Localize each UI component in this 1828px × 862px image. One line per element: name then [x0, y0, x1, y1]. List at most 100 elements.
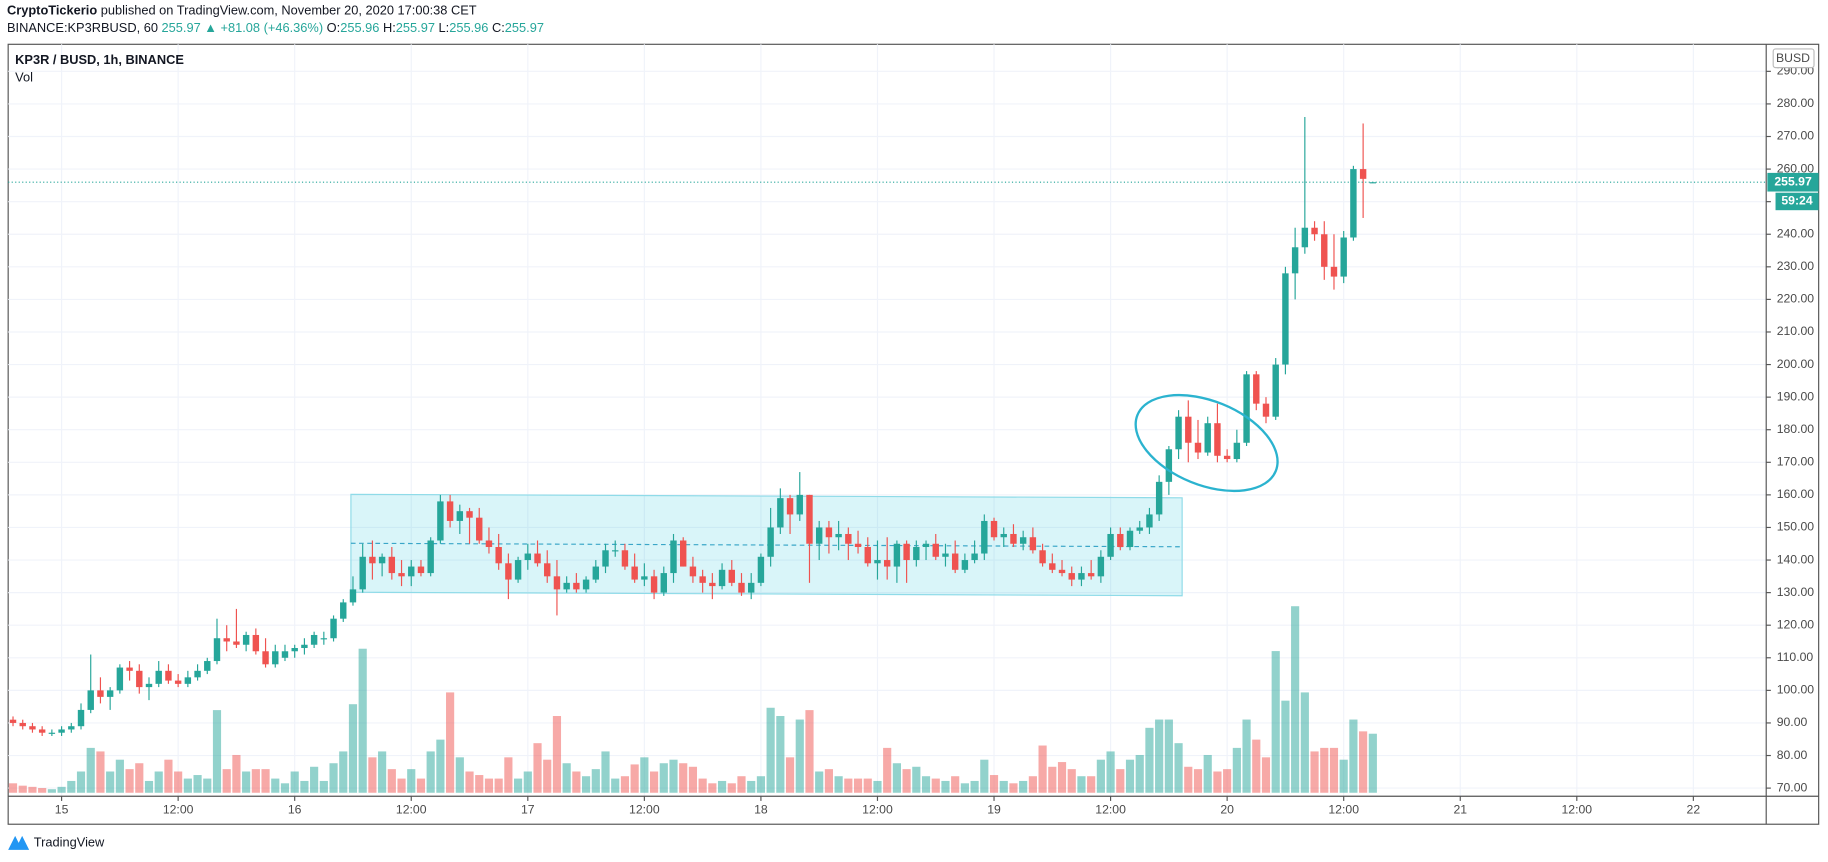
candle-body: [1039, 550, 1046, 564]
candle-body: [893, 543, 901, 567]
candle-body: [476, 517, 483, 541]
volume-bar: [368, 757, 377, 793]
y-tick-label: 240.00: [1777, 226, 1815, 240]
volume-bar: [552, 716, 562, 793]
candle-body: [77, 709, 85, 727]
candle-body: [825, 527, 833, 538]
volume-bar: [1242, 719, 1251, 793]
volume-bar: [1019, 780, 1028, 793]
x-tick-label: 16: [288, 802, 302, 816]
volume-bar: [1320, 747, 1329, 793]
volume-bar: [737, 776, 746, 793]
x-tick-label: 12:00: [1561, 802, 1592, 816]
candle-body: [718, 569, 726, 587]
candle-body: [1272, 364, 1279, 417]
candle-body: [1136, 527, 1143, 531]
volume-bar: [251, 769, 260, 793]
candle-body: [1117, 533, 1124, 548]
y-tick-label: 140.00: [1777, 552, 1815, 566]
volume-bar: [688, 766, 698, 793]
candle-body: [97, 690, 104, 697]
candle-body: [495, 547, 502, 564]
y-tick-label: 70.00: [1777, 780, 1808, 794]
y-tick-label: 190.00: [1777, 389, 1815, 403]
candle-body: [864, 547, 871, 564]
volume-bar: [620, 776, 630, 793]
logo: TradingView: [8, 834, 105, 850]
volume-bar: [290, 771, 299, 793]
volume-bar: [1300, 692, 1309, 793]
x-tick-label: 12:00: [862, 802, 893, 816]
candle-body: [650, 576, 658, 593]
volume-bar: [630, 764, 639, 793]
volume-bar: [533, 743, 542, 793]
volume-bar: [135, 763, 144, 793]
candle-body: [680, 540, 687, 567]
volume-bar: [941, 780, 950, 793]
y-tick-label: 180.00: [1777, 422, 1815, 436]
candle-body: [388, 556, 396, 574]
candle-body: [1019, 537, 1027, 544]
volume-bar: [416, 778, 426, 793]
volume-bar: [912, 766, 921, 793]
candle-body: [1262, 403, 1270, 417]
volume-bar: [1213, 771, 1222, 793]
volume-bar: [834, 776, 843, 793]
volume-bar: [727, 783, 736, 793]
candle-layer: [9, 116, 1377, 736]
candle-body: [1087, 573, 1095, 577]
candle-body: [922, 543, 930, 548]
candle-body: [417, 566, 425, 574]
candle-body: [806, 494, 813, 544]
last-price-label: 255.97: [1774, 174, 1812, 188]
volume-bar: [795, 719, 804, 793]
candle-body: [621, 550, 629, 567]
volume-bar: [805, 710, 814, 793]
volume-bar: [183, 778, 192, 793]
volume-bar: [86, 747, 95, 793]
candle-body: [155, 670, 162, 684]
volume-bar: [1048, 766, 1057, 793]
candle-body: [1010, 533, 1017, 544]
volume-bar: [649, 771, 659, 793]
volume-bar: [1028, 776, 1037, 793]
volume-bar: [232, 754, 241, 793]
candle-body: [971, 553, 978, 561]
volume-bar: [1077, 776, 1086, 793]
volume-bar: [1116, 769, 1125, 793]
candle-body: [1330, 266, 1338, 277]
candle-body: [786, 498, 794, 515]
candle-body: [1155, 481, 1163, 515]
candle-body: [670, 540, 677, 574]
candle-body: [485, 540, 493, 548]
volume-bar: [203, 778, 212, 793]
candle-body: [340, 602, 347, 619]
volume-bar: [18, 785, 27, 793]
volume-bar: [902, 769, 911, 793]
y-tick-label: 100.00: [1777, 683, 1815, 697]
x-tick-label: 22: [1687, 802, 1701, 816]
candle-body: [136, 670, 143, 688]
ohlc-h-label: H:: [383, 21, 396, 36]
volume-bar: [785, 757, 795, 793]
volume-bar: [475, 775, 484, 793]
y-tick-label: 120.00: [1777, 617, 1815, 631]
range-box: [350, 493, 1183, 597]
volume-bar: [863, 778, 872, 793]
volume-bar: [1281, 700, 1290, 793]
candle-body: [874, 560, 881, 564]
volume-bar: [125, 769, 134, 793]
y-tick-label: 170.00: [1777, 455, 1815, 469]
volume-bar: [815, 771, 824, 793]
volume-bar: [1184, 766, 1193, 793]
candle-body: [174, 680, 182, 684]
volume-bar: [999, 780, 1008, 793]
candle-body: [272, 651, 279, 665]
volume-bar: [659, 763, 668, 793]
y-tick-label: 130.00: [1777, 585, 1815, 599]
candle-body: [58, 729, 65, 733]
volume-bar: [212, 710, 222, 793]
candle-body: [29, 726, 36, 730]
candle-body: [738, 582, 745, 593]
volume-bar: [1087, 776, 1096, 793]
